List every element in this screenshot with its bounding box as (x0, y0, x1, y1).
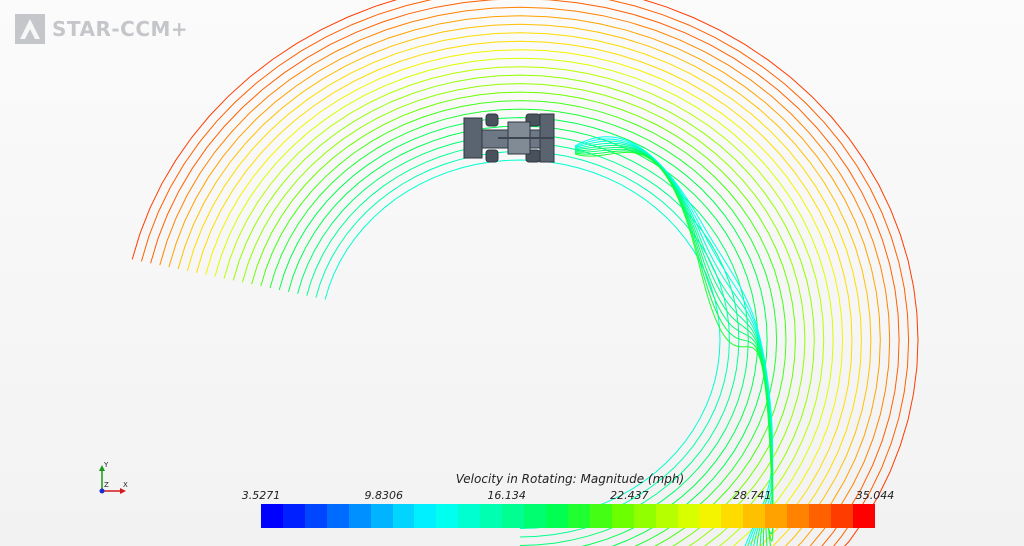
wake-streamline (574, 148, 774, 546)
colorbar-cell (633, 504, 656, 528)
colorbar-cell (304, 504, 327, 528)
colorbar-cell (261, 504, 283, 528)
streamline (214, 57, 834, 546)
streamline (196, 40, 853, 546)
colorbar-cell (348, 504, 371, 528)
colorbar-cell (480, 504, 503, 528)
streamline (150, 0, 900, 546)
colorbar-cell (787, 504, 810, 528)
legend-title: Velocity in Rotating: Magnitude (mph) (455, 472, 685, 486)
streamline (278, 117, 768, 546)
triad-y-label: Y (103, 461, 109, 469)
streamline (297, 133, 749, 546)
axis-triad-icon: Y Z X (99, 461, 128, 494)
streamline (315, 150, 730, 529)
colorbar-cell (502, 504, 525, 528)
triad-z-label: Z (104, 481, 109, 489)
legend-tick-label: 35.044 (855, 489, 895, 502)
colorbar-cell (765, 504, 788, 528)
colorbar-cell (699, 504, 722, 528)
colorbar-cell (414, 504, 437, 528)
colorbar-cell (326, 504, 349, 528)
star-ccm-logo: STAR-CCM+ (14, 12, 188, 46)
colorbar-cell (589, 504, 612, 528)
colorbar-cell (458, 504, 481, 528)
streamline (232, 74, 815, 546)
colorbar-cell (545, 504, 568, 528)
streamline (159, 6, 891, 546)
legend-colorbar[interactable] (261, 504, 875, 528)
legend-tick-label: 16.134 (487, 489, 526, 502)
wake-streamline (574, 136, 774, 546)
legend-tick-label: 28.741 (732, 489, 772, 502)
wake-streamline (574, 151, 774, 546)
streamline (177, 23, 872, 546)
colorbar-cell (392, 504, 415, 528)
colorbar-cell (809, 504, 831, 528)
streamline (186, 32, 862, 546)
streamline (205, 49, 844, 546)
colorbar-cell (743, 504, 766, 528)
colorbar-cell (852, 504, 875, 528)
legend-tick-label: 22.437 (610, 489, 649, 502)
legend-tick-label: 3.5271 (241, 489, 281, 502)
colorbar-cell (677, 504, 700, 528)
app-name: STAR-CCM+ (52, 17, 189, 41)
colorbar-cell (655, 504, 678, 528)
colorbar-cell (567, 504, 590, 528)
triad-x-label: X (123, 481, 128, 489)
streamline (140, 0, 910, 546)
streamline (223, 66, 825, 546)
star-ccm-logo-icon (15, 14, 45, 44)
streamline (168, 15, 881, 546)
colorbar-cell (721, 504, 744, 528)
streamline (131, 0, 919, 546)
colorbar-cell (370, 504, 393, 528)
colorbar-cell (524, 504, 546, 528)
legend-tick-label: 9.8306 (364, 489, 404, 502)
streamline (241, 83, 806, 546)
colorbar-cell (611, 504, 634, 528)
streamline (287, 125, 759, 546)
colorbar-cell (830, 504, 853, 528)
streamline (324, 159, 721, 521)
colorbar-cell (282, 504, 305, 528)
streamlines (131, 0, 919, 546)
car-model (463, 113, 555, 163)
colorbar-cell (436, 504, 459, 528)
